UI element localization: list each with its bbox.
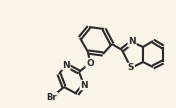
Text: S: S [128, 64, 134, 72]
Text: O: O [86, 59, 94, 68]
Text: N: N [128, 37, 136, 47]
Text: Br: Br [47, 92, 57, 102]
Text: N: N [80, 80, 88, 90]
Text: N: N [62, 60, 70, 70]
